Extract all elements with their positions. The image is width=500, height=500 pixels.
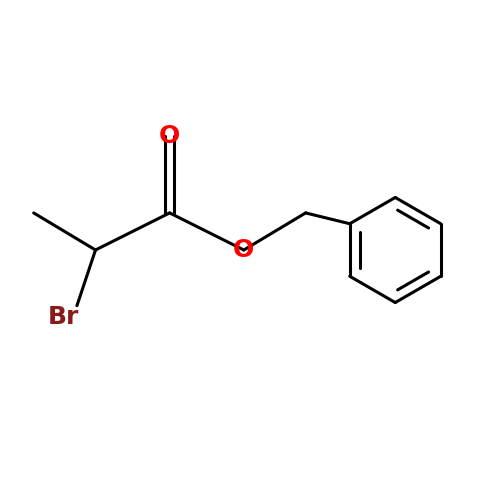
Text: O: O <box>233 238 254 262</box>
Text: Br: Br <box>48 305 79 329</box>
Text: O: O <box>159 124 180 148</box>
